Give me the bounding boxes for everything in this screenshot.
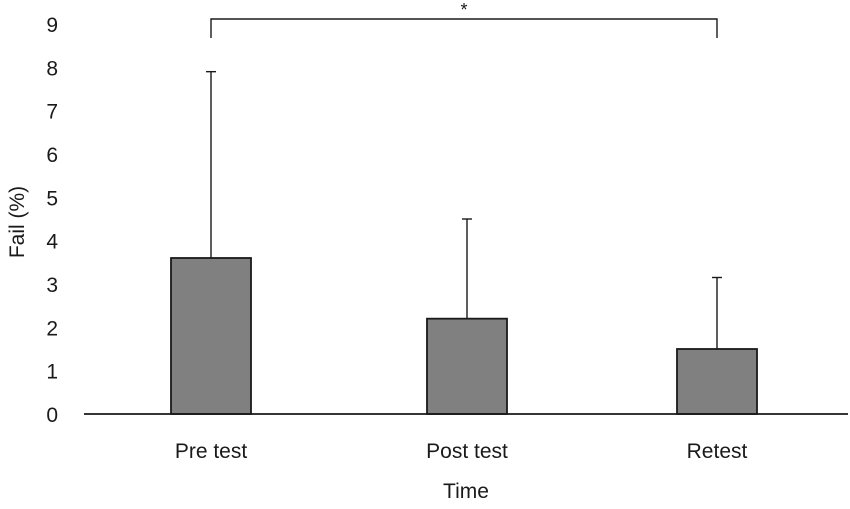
bars-group — [170, 257, 758, 415]
significance-bracket: * — [210, 0, 718, 38]
y-tick-label: 8 — [46, 57, 58, 80]
bar — [676, 348, 758, 415]
significance-line — [210, 18, 718, 38]
y-tick-label: 0 — [46, 404, 58, 427]
significance-star: * — [460, 0, 467, 20]
x-tick-label: Retest — [687, 440, 748, 463]
x-axis-title: Time — [443, 480, 489, 503]
y-tick-label: 6 — [46, 144, 58, 167]
x-tick-label: Pre test — [175, 440, 248, 463]
y-tick-label: 9 — [46, 14, 58, 37]
bar — [170, 257, 252, 415]
y-axis-ticks: 0 1 2 3 4 5 6 7 8 9 — [46, 14, 58, 427]
y-tick-label: 2 — [46, 317, 58, 340]
y-tick-label: 4 — [46, 231, 58, 254]
x-tick-label: Post test — [426, 440, 508, 463]
bar — [426, 317, 508, 415]
y-tick-label: 1 — [46, 361, 58, 384]
y-tick-label: 5 — [46, 187, 58, 210]
y-axis-title: Fail (%) — [6, 186, 29, 258]
y-tick-label: 7 — [46, 101, 58, 124]
error-bars-group — [206, 70, 722, 349]
y-tick-label: 3 — [46, 274, 58, 297]
x-axis-categories: Pre test Post test Retest — [175, 440, 748, 463]
